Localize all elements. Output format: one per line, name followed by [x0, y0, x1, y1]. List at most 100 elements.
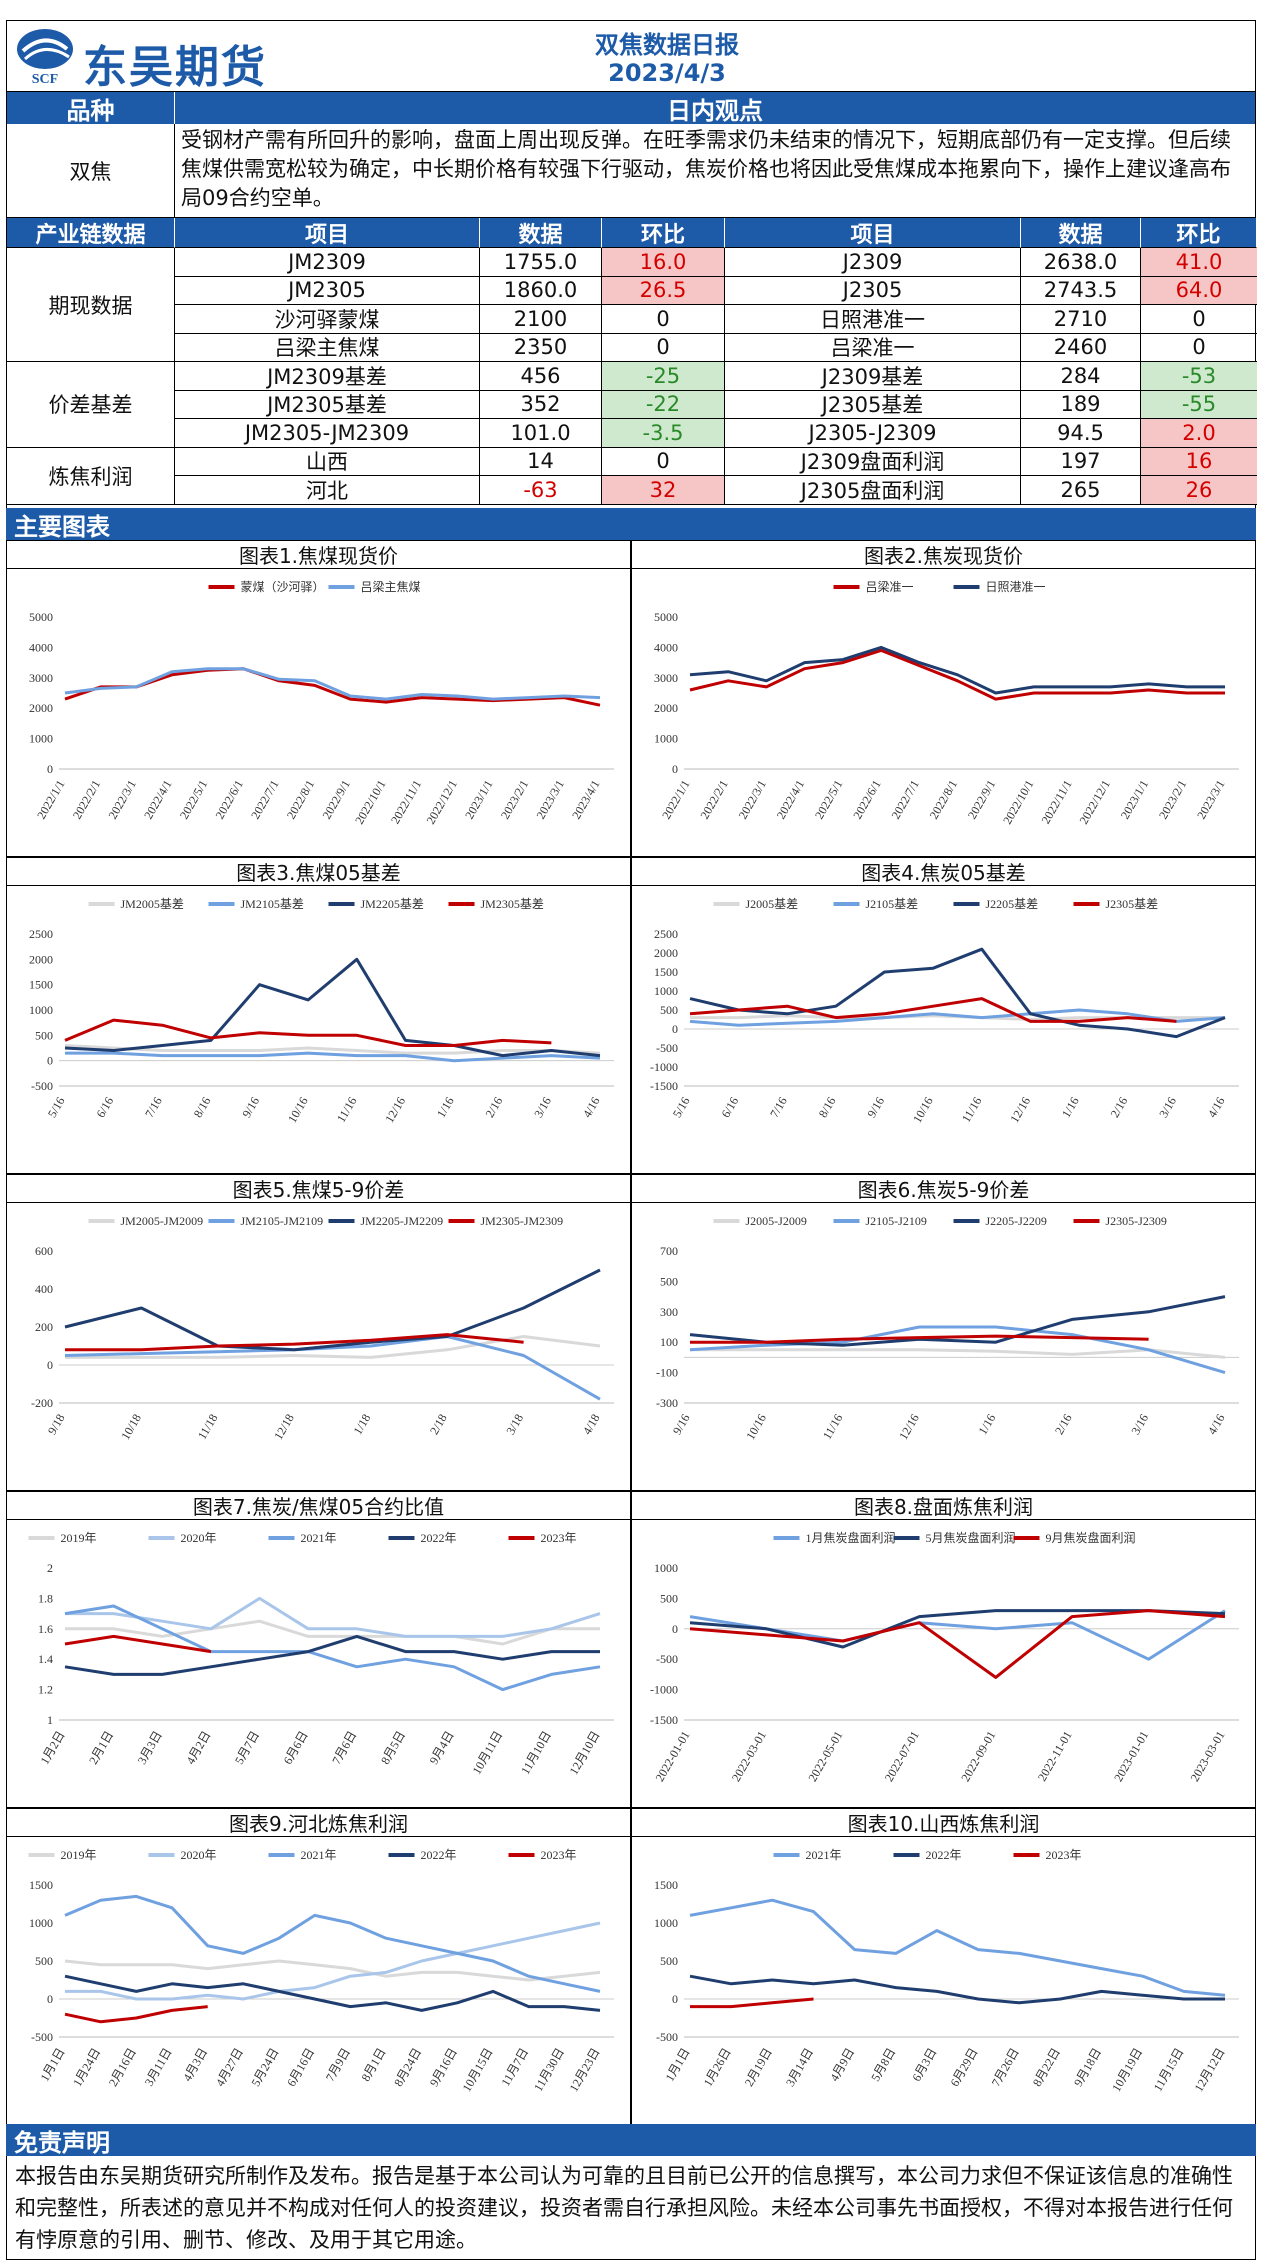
- report-title: 双焦数据日报: [595, 31, 739, 59]
- chart-svg: 2021年 2022年 2023年 1500 1000 500 0 -500 1月1日 1月26日…: [654, 1848, 1239, 2094]
- item-change: 2.0: [1141, 419, 1257, 448]
- legend-label: 吕梁准一: [866, 579, 914, 594]
- y-tick-label: 1500: [29, 978, 53, 992]
- y-tick-label: -1500: [650, 1079, 678, 1093]
- item-change: 26: [1141, 476, 1257, 505]
- legend-label: JM2005基差: [121, 897, 184, 911]
- legend-item: 2023年: [508, 1531, 577, 1545]
- x-tick-label: 3/16: [1128, 1412, 1151, 1437]
- y-tick-label: 1: [47, 1713, 53, 1727]
- x-tick-label: 2022/1/1: [659, 778, 692, 822]
- x-tick-label: 2022/7/1: [888, 778, 921, 822]
- view-col1: 品种: [66, 96, 115, 125]
- x-tick-label: 2022/11/1: [388, 778, 424, 827]
- legend-label: JM2205基差: [361, 897, 424, 911]
- x-tick-label: 2022/4/1: [141, 778, 174, 822]
- x-tick-label: 11月30日: [531, 2046, 567, 2094]
- y-tick-label: 1000: [29, 1003, 53, 1017]
- chart-svg: 蒙煤（沙河驿） 吕梁主焦煤 5000 4000 3000 2000 1000 0 2022/1/…: [29, 579, 614, 827]
- legend-label: J2105基差: [866, 897, 919, 911]
- y-tick-label: 4000: [29, 640, 53, 654]
- legend-label: 5月焦炭盘面利润: [926, 1530, 1016, 1545]
- x-tick-label: 2022/9/1: [319, 778, 352, 822]
- legend-label: 蒙煤（沙河驿）: [241, 580, 325, 594]
- legend-item: J2105基差: [833, 897, 919, 911]
- chart-panel: 图表8.盘面炼焦利润 1月焦炭盘面利润 5月焦炭盘面利润 9月焦炭盘面利润 1000 50…: [631, 1491, 1256, 1808]
- legend-item: 2020年: [148, 1531, 217, 1545]
- legend-item: 2021年: [268, 1531, 337, 1545]
- item-name: J2305盘面利润: [725, 476, 1021, 505]
- x-tick-label: 2023-03-01: [1187, 1729, 1227, 1784]
- item-value: 14: [480, 447, 602, 476]
- x-tick-label: 6/16: [718, 1095, 741, 1120]
- x-tick-label: 2023/4/1: [569, 778, 602, 822]
- legend-item: J2305-J2309: [1073, 1214, 1167, 1228]
- y-tick-label: 500: [660, 1591, 678, 1605]
- item-name: 沙河驿蒙煤: [175, 305, 480, 334]
- chart-title: 图表5.焦煤5-9价差: [7, 1175, 630, 1203]
- x-tick-label: 2022-09-01: [958, 1729, 998, 1784]
- series-line: [689, 1325, 1226, 1375]
- item-value: 2743.5: [1021, 276, 1141, 305]
- x-tick-label: 2022/7/1: [248, 778, 281, 822]
- x-tick-label: 7月6日: [329, 1729, 359, 1767]
- y-tick-label: 0: [672, 762, 678, 776]
- legend-label: 2022年: [421, 1848, 457, 1862]
- y-tick-label: -200: [31, 1396, 53, 1410]
- x-tick-label: 2022/6/1: [850, 778, 883, 822]
- series-line: [64, 1974, 601, 2012]
- item-name: J2305基差: [725, 390, 1021, 419]
- item-name: J2305: [725, 276, 1021, 305]
- x-tick-label: 6/16: [93, 1095, 116, 1120]
- x-tick-label: 8/16: [816, 1095, 839, 1120]
- y-tick-label: 0: [672, 1622, 678, 1636]
- x-tick-label: 7月26日: [989, 2046, 1022, 2089]
- x-tick-label: 8月1日: [358, 2046, 388, 2084]
- x-tick-label: 10/16: [743, 1412, 769, 1443]
- item-change: 0: [602, 305, 725, 334]
- series-line: [689, 997, 1177, 1023]
- y-tick-label: 2000: [654, 946, 678, 960]
- x-tick-label: 5/16: [45, 1095, 68, 1120]
- chart-title: 图表4.焦炭05基差: [632, 858, 1255, 886]
- x-tick-label: 10月15日: [459, 2046, 495, 2095]
- x-tick-label: 2/16: [483, 1095, 506, 1120]
- x-tick-label: 6月29日: [948, 2046, 981, 2089]
- item-value: 101.0: [480, 419, 602, 448]
- legend-label: JM2305基差: [481, 897, 544, 911]
- y-tick-label: 0: [47, 1358, 53, 1372]
- item-change: 32: [602, 476, 725, 505]
- y-tick-label: -100: [656, 1366, 678, 1380]
- legend-label: 2020年: [181, 1531, 217, 1545]
- x-tick-label: 8/16: [191, 1095, 214, 1120]
- legend-label: 2022年: [926, 1848, 962, 1862]
- x-tick-label: 4月3日: [180, 2046, 210, 2084]
- legend-item: 9月焦炭盘面利润: [1013, 1530, 1136, 1545]
- series-line: [690, 1334, 1149, 1344]
- x-tick-label: 4/16: [1205, 1095, 1228, 1120]
- view-header-opinion: 日内观点: [175, 92, 1255, 125]
- legend-item: J2205-J2209: [953, 1214, 1047, 1228]
- item-value: 189: [1021, 390, 1141, 419]
- item-name: 河北: [175, 476, 480, 505]
- legend-item: 2022年: [388, 1848, 457, 1862]
- report-header: SCF 东吴期货 双焦数据日报 2023/4/3: [6, 20, 1256, 93]
- series-line: [65, 1596, 601, 1638]
- x-tick-label: 12月23日: [566, 2046, 602, 2095]
- report-date: 2023/4/3: [608, 59, 726, 87]
- chart-panel: 图表6.焦炭5-9价差 J2005-J2009 J2105-J2109 J2205-J…: [631, 1174, 1256, 1491]
- group-label: 炼焦利润: [7, 447, 175, 505]
- x-tick-label: 10/18: [118, 1412, 144, 1443]
- x-tick-label: 1/16: [434, 1095, 457, 1120]
- series-line: [64, 1335, 601, 1401]
- table-header-6: 环比: [1141, 218, 1257, 248]
- x-tick-label: 9月18日: [1071, 2046, 1104, 2089]
- legend-item: 1月焦炭盘面利润: [773, 1530, 896, 1545]
- x-tick-label: 4月2日: [183, 1729, 213, 1767]
- legend-label: 2021年: [301, 1531, 337, 1545]
- y-tick-label: 0: [47, 762, 53, 776]
- x-tick-label: 11月10日: [518, 1729, 554, 1777]
- x-tick-label: 2022/5/1: [177, 778, 210, 822]
- x-tick-label: 2月16日: [106, 2046, 139, 2089]
- x-tick-label: 9/18: [45, 1412, 68, 1437]
